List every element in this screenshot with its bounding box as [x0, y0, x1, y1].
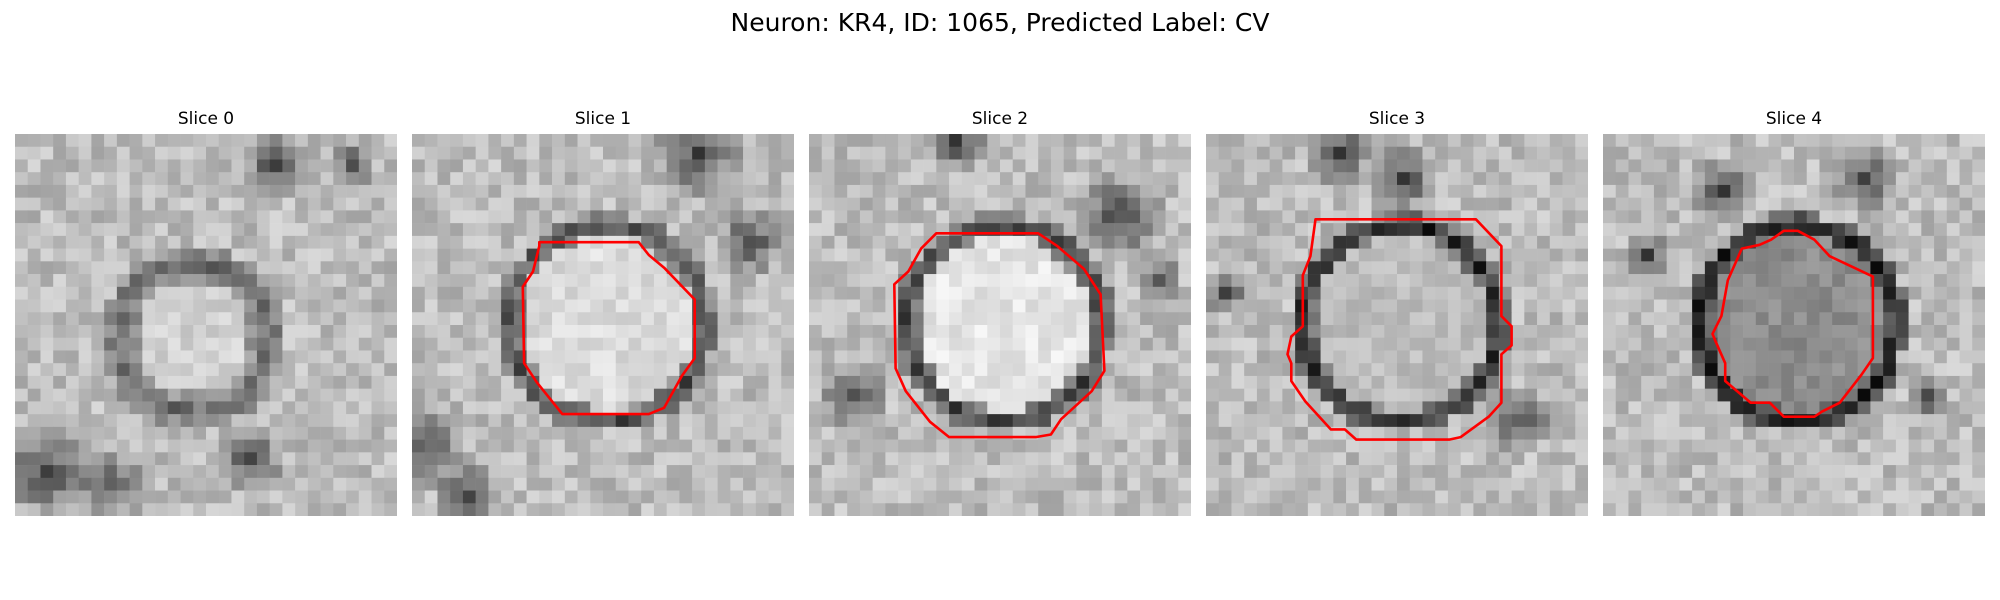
slice-image-4 [1603, 134, 1985, 516]
slice-2-pixels [809, 134, 1191, 516]
slice-3-contour [1286, 218, 1513, 441]
slice-2-contour [893, 232, 1106, 439]
slice-image-0 [15, 134, 397, 516]
slice-image-3 [1206, 134, 1588, 516]
panel-title-slice-1: Slice 1 [574, 109, 632, 129]
slice-4-contour [1711, 229, 1875, 419]
slice-1-contour [521, 240, 697, 416]
slice-image-1 [412, 134, 794, 516]
slice-3-pixels [1206, 134, 1588, 516]
panel-title-slice-0: Slice 0 [177, 109, 235, 129]
figure-title: Neuron: KR4, ID: 1065, Predicted Label: … [730, 8, 1270, 37]
panel-title-slice-2: Slice 2 [971, 109, 1029, 129]
panel-title-slice-3: Slice 3 [1368, 109, 1426, 129]
panel-title-slice-4: Slice 4 [1765, 109, 1823, 129]
slice-0-pixels [15, 134, 397, 516]
slice-1-pixels [412, 134, 794, 516]
slice-4-pixels [1603, 134, 1985, 516]
slice-image-2 [809, 134, 1191, 516]
